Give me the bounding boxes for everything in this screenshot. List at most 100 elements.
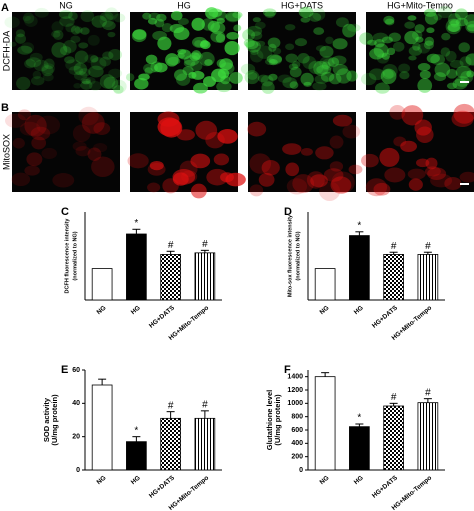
cell [111,79,127,94]
cell [22,15,31,21]
significance-mark: # [391,392,397,403]
cell [19,121,41,136]
cell [260,75,274,87]
cell [215,33,226,43]
cell [240,63,256,75]
significance-mark: # [425,387,431,398]
significance-mark: * [134,425,138,436]
cell [147,17,158,25]
bar [194,252,216,301]
cell [190,183,207,199]
cell [246,40,261,53]
cell [449,59,464,69]
bar [126,233,147,301]
cell [232,11,243,19]
cell [455,8,468,20]
micrograph-bg [12,112,120,192]
cell [332,114,353,127]
x-tick-label: NG [319,474,331,486]
x-tick-label: HG+DATS [371,474,400,500]
cell [246,25,263,37]
stain-label: DCFH-DA [1,31,11,72]
y-tick-label: 0 [76,467,80,474]
significance-mark: # [391,241,397,252]
cell [374,39,385,48]
cell [434,62,451,77]
cell [417,78,433,93]
cell [427,167,447,181]
cell [43,58,55,70]
cell [245,40,259,50]
cell [315,146,334,160]
micrograph [247,112,363,201]
cell [382,69,394,80]
cell [465,20,474,34]
cell [455,65,472,79]
cell [8,41,17,47]
micrograph [361,103,474,197]
cell [149,160,164,171]
cell [407,15,417,21]
cell [332,63,348,76]
cell [315,45,327,52]
cell [244,70,260,85]
bar [417,402,439,471]
cell [373,182,391,196]
cell [26,152,43,167]
cell [74,26,83,34]
cell [300,72,314,86]
cell [225,12,241,23]
cell [313,60,329,76]
y-tick-label: 1400 [287,374,303,381]
panel-label: E [61,364,68,376]
bar [91,268,113,301]
micrograph [125,7,243,94]
cell [384,18,395,26]
cell [65,59,81,71]
cell [78,106,99,126]
cell [424,166,441,177]
y-axis-label: (U/mg protein) [50,394,59,446]
cell [201,18,215,31]
cell [440,47,451,57]
cell [93,122,111,136]
panel-label: C [61,206,69,218]
significance-mark: # [168,400,174,411]
cell [269,55,283,65]
cell [157,36,172,51]
cell [308,12,322,22]
cell [388,32,401,42]
cell [170,10,183,21]
cell [267,37,281,49]
cell [330,176,352,194]
cell [331,171,355,194]
y-axis-label: DCFH fluorescence intensity [64,218,70,294]
cell [80,10,95,23]
cell [250,49,264,63]
cell [143,63,158,74]
significance-mark: * [134,218,138,229]
cell [329,135,344,149]
cell [52,173,75,188]
cell [254,21,266,30]
cell [447,13,462,26]
bar [383,405,404,471]
cell [250,31,263,40]
cell [268,73,278,81]
cell [258,172,275,187]
cell [190,153,211,169]
stain-label: MitoSOX [1,134,11,170]
cell [102,20,116,31]
cell [297,53,310,64]
cell [160,118,183,138]
cell [310,174,328,188]
cell [261,81,275,94]
cell [205,131,225,149]
cell [51,21,64,33]
cell [331,55,347,66]
cell [404,21,416,29]
micrograph [4,7,127,95]
y-axis-label: (U/mg protein) [273,394,282,446]
cell [12,137,25,149]
